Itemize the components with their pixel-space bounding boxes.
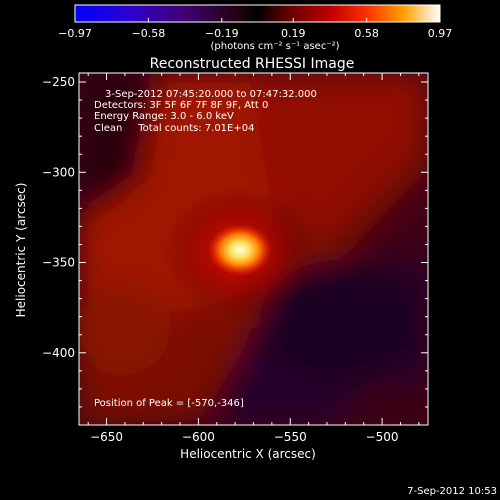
annotation-detectors: Detectors: 3F 5F 6F 7F 8F 9F, Att 0 <box>94 100 268 111</box>
colorbar-tick-label: 0.97 <box>428 27 453 40</box>
colorbar-tick-label: −0.19 <box>205 27 239 40</box>
timestamp: 7-Sep-2012 10:53 <box>407 486 497 497</box>
x-axis-label: Heliocentric X (arcsec) <box>180 447 316 461</box>
colorbar <box>74 4 441 23</box>
colorbar-tick-label: 0.19 <box>281 27 306 40</box>
annotation-time-range: 3-Sep-2012 07:45:20.000 to 07:47:32.000 <box>105 89 317 100</box>
x-tick-label: −650 <box>90 430 123 444</box>
annotation-energy-range: Energy Range: 3.0 - 6.0 keV <box>94 111 234 122</box>
annotation-total-counts: Clean Total counts: 7.01E+04 <box>94 123 254 134</box>
x-axis: −650 −600 −550 −500 <box>87 73 420 444</box>
colorbar-label: (photons cm⁻² s⁻¹ asec⁻²) <box>210 41 339 52</box>
colorbar-tick-label: 0.58 <box>354 27 379 40</box>
peak-position-label: Position of Peak = [-570,-346] <box>94 398 244 409</box>
y-tick-label: −350 <box>42 256 75 270</box>
x-tick-label: −600 <box>182 430 215 444</box>
chart-title: Reconstructed RHESSI Image <box>150 56 355 72</box>
x-tick-label: −500 <box>366 430 399 444</box>
y-axis-label: Heliocentric Y (arcsec) <box>14 183 28 318</box>
colorbar-ticks: −0.97 −0.58 −0.19 0.19 0.58 0.97 <box>58 18 452 40</box>
annotation-block: 3-Sep-2012 07:45:20.000 to 07:47:32.000 … <box>94 89 317 134</box>
x-tick-label: −550 <box>274 430 307 444</box>
colorbar-tick-label: −0.58 <box>132 27 166 40</box>
peak-source <box>208 224 272 276</box>
y-axis: −250 −300 −350 −400 <box>42 75 428 408</box>
y-tick-label: −250 <box>42 75 75 89</box>
heatmap-image <box>79 73 428 425</box>
y-tick-label: −300 <box>42 165 75 179</box>
colorbar-tick-label: −0.97 <box>58 27 92 40</box>
y-tick-label: −400 <box>42 346 75 360</box>
